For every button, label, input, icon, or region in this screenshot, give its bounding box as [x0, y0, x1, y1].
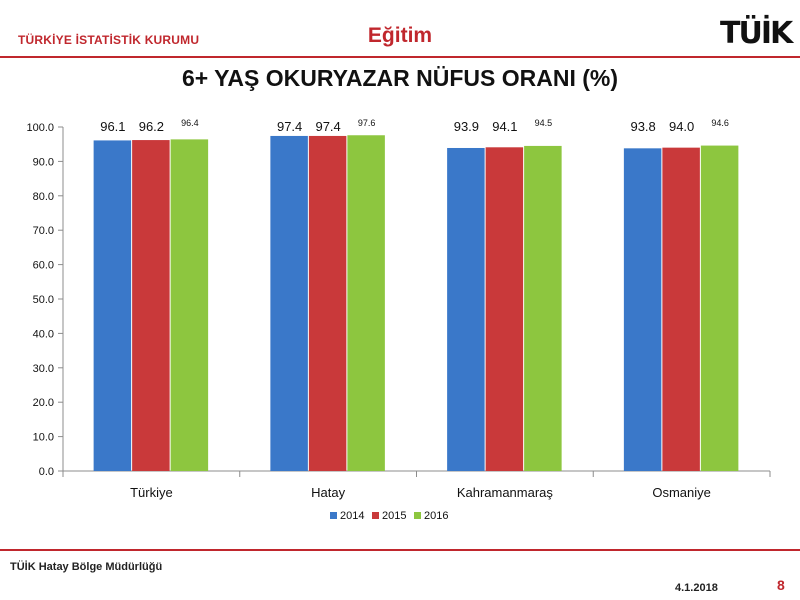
y-tick-label: 20.0 [33, 397, 54, 409]
legend-swatch-2015 [372, 512, 379, 519]
bar-2014 [93, 140, 132, 471]
bar-2014 [623, 148, 662, 471]
legend-label: 2015 [382, 510, 406, 522]
footer-divider [0, 549, 800, 551]
data-label: 97.4 [277, 119, 302, 134]
bar-2016 [524, 145, 562, 472]
tuik-logo: TÜİK [720, 16, 793, 51]
footer-organization: TÜİK Hatay Bölge Müdürlüğü [10, 561, 163, 573]
bar-2015 [308, 135, 347, 471]
bar-2015 [662, 147, 700, 471]
x-tick-label: Hatay [311, 485, 345, 500]
section-title: Eğitim [367, 24, 433, 47]
bar-2015 [485, 147, 524, 471]
data-label: 97.6 [358, 118, 376, 128]
data-label: 93.9 [454, 119, 479, 134]
legend-label: 2016 [424, 510, 448, 522]
legend-swatch-2014 [330, 512, 337, 519]
bar-2016 [700, 145, 739, 472]
y-tick-label: 90.0 [33, 156, 54, 168]
y-tick-label: 50.0 [33, 294, 54, 306]
legend-label: 2014 [340, 510, 364, 522]
bar-2014 [270, 135, 308, 471]
organization-name: TÜRKİYE İSTATİSTİK KURUMU [18, 33, 200, 47]
data-label: 94.5 [535, 118, 553, 128]
y-tick-label: 60.0 [33, 260, 54, 272]
bar-2016 [170, 139, 209, 471]
data-label: 96.2 [139, 119, 164, 134]
data-label: 97.4 [315, 119, 340, 134]
bar-2014 [447, 147, 485, 471]
data-label: 96.4 [181, 118, 199, 128]
x-tick-label: Türkiye [130, 485, 173, 500]
y-tick-label: 40.0 [33, 328, 54, 340]
data-label: 94.0 [669, 119, 694, 134]
y-tick-label: 30.0 [33, 363, 54, 375]
chart-title: 6+ YAŞ OKURYAZAR NÜFUS ORANI (%) [181, 65, 618, 91]
legend-swatch-2016 [414, 512, 421, 519]
y-tick-label: 80.0 [33, 191, 54, 203]
y-tick-label: 10.0 [33, 432, 54, 444]
data-label: 96.1 [100, 119, 125, 134]
y-tick-label: 100.0 [26, 122, 54, 134]
x-tick-label: Osmaniye [652, 485, 711, 500]
data-label: 94.1 [492, 119, 517, 134]
y-tick-label: 0.0 [39, 466, 54, 478]
x-tick-label: Kahramanmaraş [457, 485, 554, 500]
bar-2016 [347, 135, 385, 472]
data-label: 93.8 [630, 119, 655, 134]
y-tick-label: 70.0 [33, 225, 54, 237]
bar-2015 [132, 140, 170, 471]
data-label: 94.6 [711, 118, 729, 128]
header-divider [0, 56, 800, 58]
footer-date: 4.1.2018 [675, 582, 718, 594]
page-number: 8 [777, 577, 785, 593]
